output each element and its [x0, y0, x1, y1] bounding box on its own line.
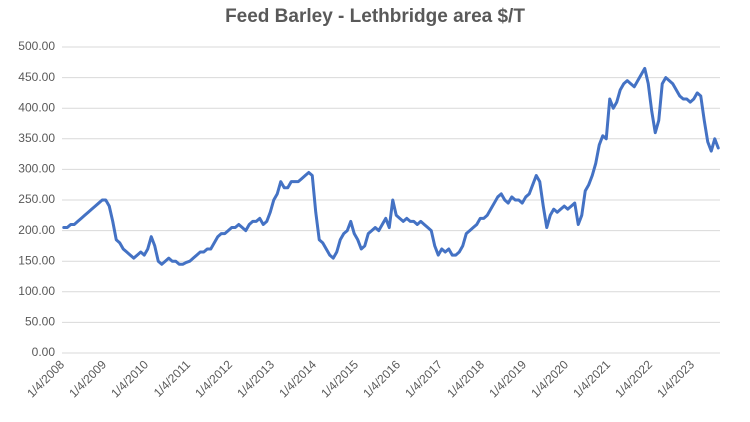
- x-tick-label: 1/4/2023: [654, 357, 697, 400]
- x-tick-label: 1/4/2010: [108, 357, 151, 400]
- x-tick-label: 1/4/2017: [402, 357, 445, 400]
- x-tick-label: 1/4/2008: [24, 357, 67, 400]
- y-tick-label: 200.00: [18, 223, 55, 237]
- x-tick-label: 1/4/2014: [276, 357, 319, 400]
- y-tick-label: 0.00: [32, 345, 56, 359]
- y-tick-label: 250.00: [18, 192, 55, 206]
- x-tick-label: 1/4/2022: [612, 357, 655, 400]
- y-tick-label: 100.00: [18, 284, 55, 298]
- y-tick-label: 500.00: [18, 39, 55, 53]
- x-tick-label: 1/4/2018: [444, 357, 487, 400]
- y-tick-label: 400.00: [18, 100, 55, 114]
- y-tick-label: 450.00: [18, 70, 55, 84]
- y-tick-label: 150.00: [18, 253, 55, 267]
- chart-title: Feed Barley - Lethbridge area $/T: [225, 6, 525, 27]
- x-tick-label: 1/4/2016: [360, 357, 403, 400]
- x-tick-label: 1/4/2019: [486, 357, 529, 400]
- x-tick-label: 1/4/2009: [66, 357, 109, 400]
- x-tick-label: 1/4/2013: [234, 357, 277, 400]
- y-tick-label: 350.00: [18, 131, 55, 145]
- x-tick-label: 1/4/2021: [570, 357, 613, 400]
- y-tick-label: 50.00: [25, 315, 55, 329]
- x-tick-label: 1/4/2012: [192, 357, 235, 400]
- series-line: [62, 66, 720, 266]
- x-tick-label: 1/4/2015: [318, 357, 361, 400]
- x-tick-label: 1/4/2020: [528, 357, 571, 400]
- x-tick-label: 1/4/2011: [151, 357, 194, 400]
- y-tick-label: 300.00: [18, 162, 55, 176]
